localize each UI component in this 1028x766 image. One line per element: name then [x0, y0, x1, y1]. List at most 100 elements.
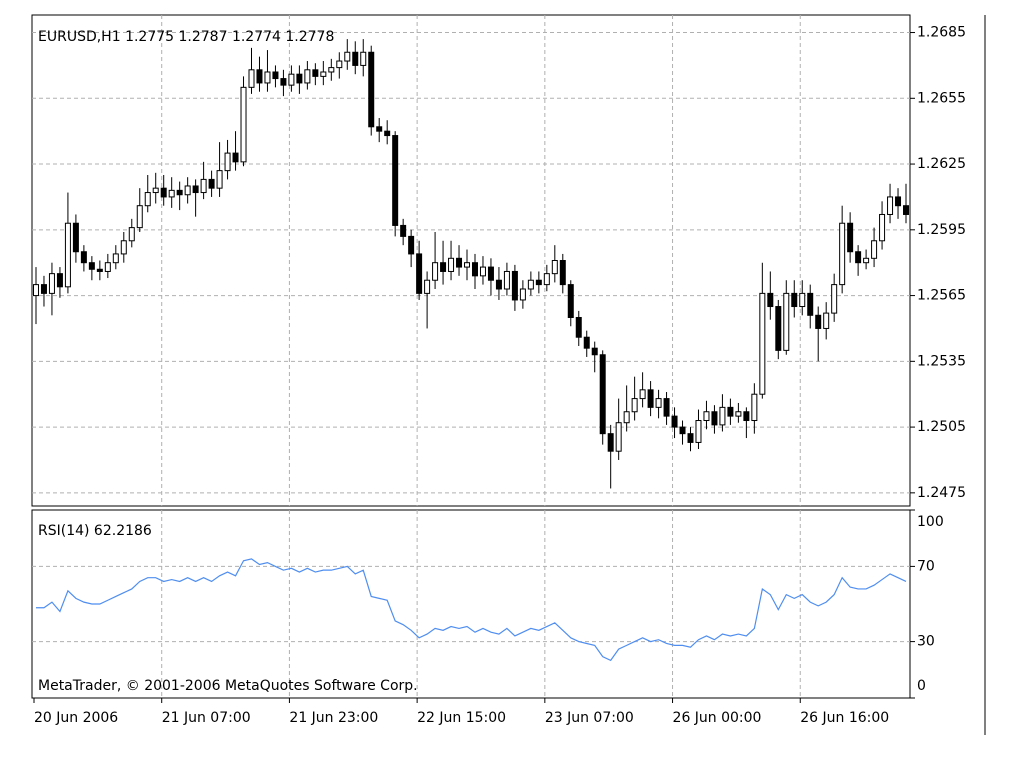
candle-body [703, 411, 710, 422]
candle-body [559, 260, 566, 286]
candle-body [831, 284, 838, 314]
candle-body [615, 422, 622, 452]
y-tick-label: 30 [917, 634, 935, 650]
candle-body [551, 260, 558, 275]
candle-body [719, 406, 726, 426]
candle-body [272, 71, 279, 80]
candle-body [344, 51, 351, 62]
candle-body [631, 398, 638, 413]
candle-body [56, 273, 63, 288]
candle-body [304, 69, 311, 84]
candle-body [775, 306, 782, 351]
x-tick-label: 22 Jun 15:00 [417, 710, 506, 726]
candle-body [216, 170, 223, 189]
candle-body [727, 406, 734, 417]
candle-body [120, 240, 127, 255]
candle-body [48, 273, 55, 294]
candle-body [160, 187, 167, 198]
candle-body [192, 185, 199, 194]
y-tick-label: 1.2685 [917, 25, 966, 41]
candle-body [416, 253, 423, 294]
candle-body [583, 336, 590, 349]
candle-body [823, 312, 830, 329]
y-tick-label: 1.2475 [917, 485, 966, 501]
chart-title: EURUSD,H1 1.2775 1.2787 1.2774 1.2778 [38, 29, 334, 45]
candle-body [871, 240, 878, 259]
candle-body [224, 152, 231, 172]
candle-body [815, 314, 822, 329]
candle-body [320, 71, 327, 77]
candle-body [32, 284, 39, 297]
candle-body [767, 292, 774, 308]
candle-body [408, 235, 415, 255]
candle-body [527, 279, 534, 290]
x-tick-label: 23 Jun 07:00 [545, 710, 634, 726]
candle-body [839, 222, 846, 286]
candle-body [791, 292, 798, 308]
candle-body [807, 292, 814, 316]
candle-body [495, 279, 502, 290]
candle-body [232, 152, 239, 163]
candle-body [40, 284, 47, 294]
candle-body [575, 316, 582, 338]
candle-body [471, 262, 478, 277]
candle-body [711, 411, 718, 426]
candle-body [296, 73, 303, 84]
candle-body [264, 71, 271, 84]
candle-body [96, 268, 103, 272]
candle-body [535, 279, 542, 286]
y-tick-label: 100 [917, 514, 944, 530]
candle-body [847, 222, 854, 253]
candle-body [663, 398, 670, 417]
candle-body [64, 222, 71, 288]
candle-body [200, 178, 207, 194]
candle-body [456, 257, 463, 268]
y-tick-label: 1.2625 [917, 156, 966, 172]
y-tick-label: 0 [917, 678, 926, 694]
x-tick-label: 26 Jun 16:00 [800, 710, 889, 726]
candle-body [184, 185, 191, 196]
x-tick-label: 20 Jun 2006 [34, 710, 118, 726]
candle-body [751, 393, 758, 422]
x-tick-label: 21 Jun 07:00 [162, 710, 251, 726]
candle-body [799, 292, 806, 308]
x-tick-label: 21 Jun 23:00 [289, 710, 378, 726]
candle-body [440, 262, 447, 272]
candle-body [503, 270, 510, 290]
candle-body [208, 178, 215, 189]
candle-body [863, 257, 870, 264]
indicator-frame [31, 509, 911, 699]
candle-body [336, 60, 343, 69]
candle-body [695, 420, 702, 443]
candle-body [679, 426, 686, 435]
candle-body [759, 292, 766, 395]
footer: MetaTrader, © 2001-2006 MetaQuotes Softw… [38, 678, 418, 694]
candle-body [464, 262, 471, 268]
candle-body [72, 222, 79, 253]
candle-body [88, 262, 95, 270]
candle-body [352, 51, 359, 66]
x-tick-label: 26 Jun 00:00 [673, 710, 762, 726]
candle-body [432, 262, 439, 281]
y-tick-label: 1.2535 [917, 353, 966, 369]
candle-body [392, 135, 399, 226]
candle-body [783, 292, 790, 351]
candle-body [607, 433, 614, 452]
candle-body [743, 411, 750, 422]
candle-body [895, 196, 902, 207]
candle-body [176, 189, 183, 196]
candle-body [479, 266, 486, 277]
candle-body [903, 205, 910, 215]
candle-body [647, 389, 654, 408]
candle-body [144, 192, 151, 207]
candle-body [687, 433, 694, 443]
candle-body [623, 411, 630, 424]
y-tick-label: 70 [917, 558, 935, 574]
candle-body [487, 266, 494, 281]
candle-body [519, 288, 526, 301]
candle-body [152, 187, 159, 194]
y-tick-label: 1.2655 [917, 90, 966, 106]
candle-body [256, 69, 263, 84]
indicator-label: RSI(14) 62.2186 [38, 523, 152, 539]
